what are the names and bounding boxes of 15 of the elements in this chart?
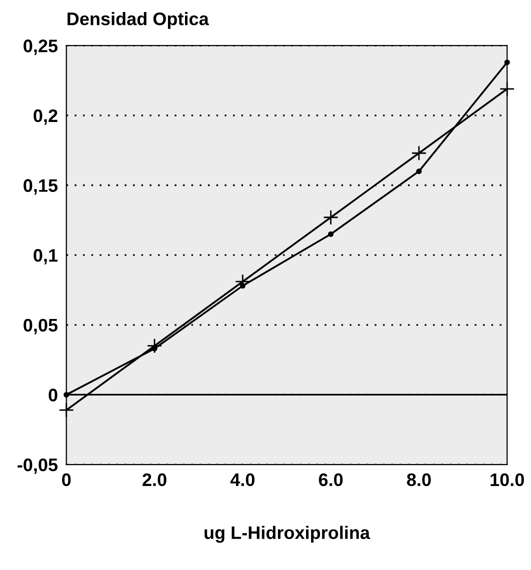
y-tick-label: 0 xyxy=(48,388,58,402)
y-axis-title: Densidad Optica xyxy=(68,12,209,29)
y-tick-label: 0,15 xyxy=(24,179,58,195)
y-tick-label: 0,2 xyxy=(34,109,58,125)
y-tick-label: 0,05 xyxy=(24,318,58,334)
x-tick-label: 8.0 xyxy=(406,473,431,486)
x-axis-title: ug L-Hidroxiprolina xyxy=(204,526,370,543)
x-tick-label: 4.0 xyxy=(230,473,254,486)
x-tick-label: 6.0 xyxy=(318,473,343,486)
x-tick-label: 0 xyxy=(62,473,71,486)
y-tick-label: -0,05 xyxy=(18,458,58,474)
x-tick-label: 10.0 xyxy=(490,473,524,486)
y-tick-label: 0,1 xyxy=(34,249,58,264)
x-tick-label: 2.0 xyxy=(142,473,166,486)
y-tick-label: 0,25 xyxy=(24,40,58,55)
